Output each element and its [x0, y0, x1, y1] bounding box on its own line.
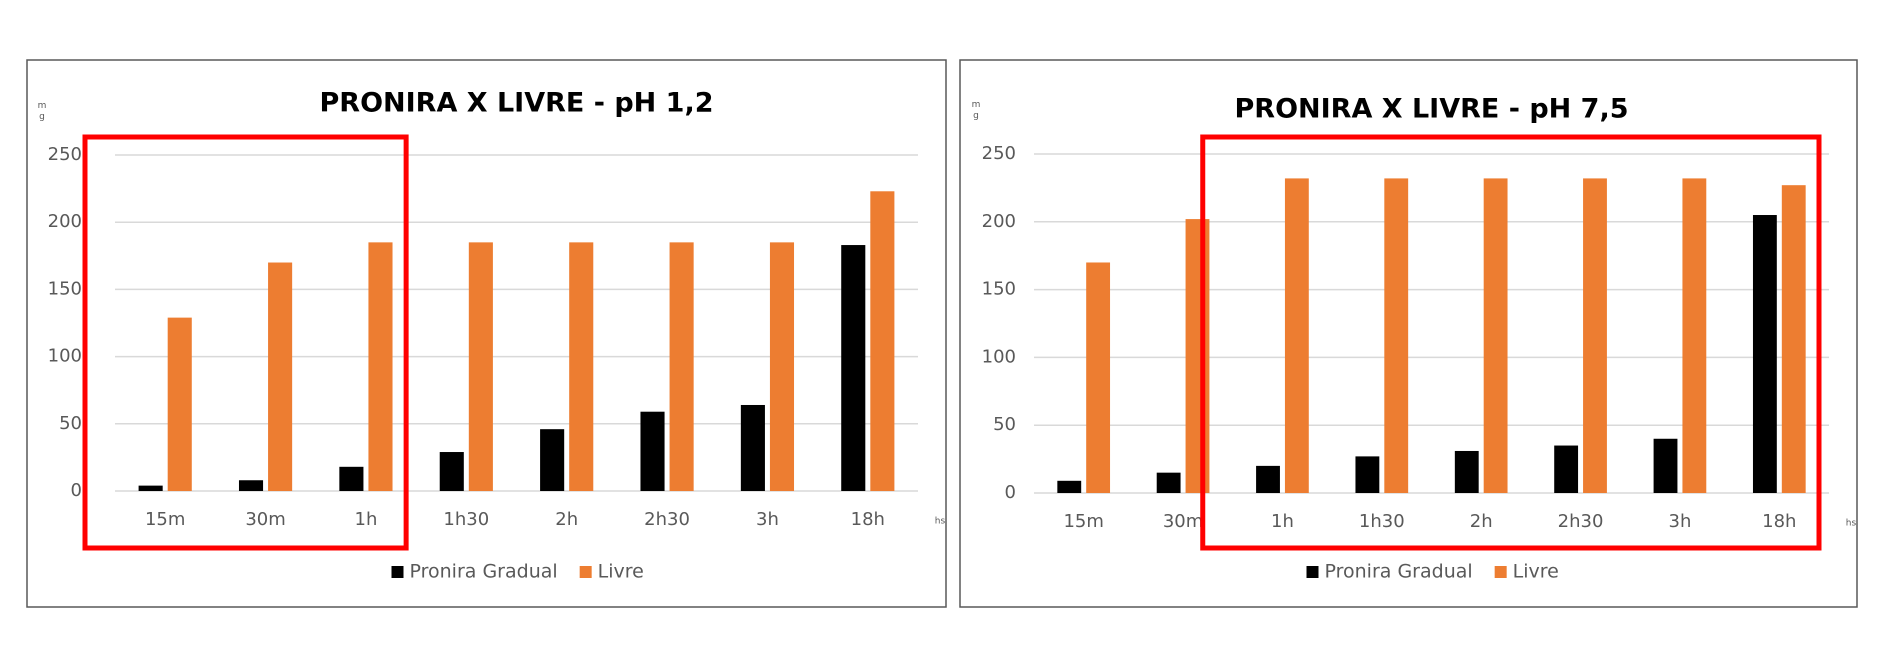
legend-label: Livre: [598, 561, 644, 583]
legend-swatch: [391, 566, 404, 578]
x-tick-label: 1h: [1271, 511, 1294, 532]
bar: [468, 242, 493, 491]
bar: [268, 262, 293, 491]
x-tick-label: 2h: [1470, 511, 1493, 532]
bar: [769, 242, 795, 491]
y-tick-label: 200: [48, 211, 82, 232]
x-tick-label: 18h: [1762, 511, 1796, 532]
y-tick-label: 50: [993, 414, 1016, 435]
x-tick-label: 30m: [1163, 511, 1203, 532]
bar: [870, 191, 895, 491]
bar: [1284, 178, 1309, 493]
bar: [1086, 262, 1111, 493]
x-tick-label: 30m: [245, 509, 285, 530]
legend-label: Pronira Gradual: [410, 561, 558, 583]
chart-title: PRONIRA X LIVRE - pH 1,2: [319, 88, 713, 119]
highlight-box: [1200, 134, 1822, 551]
bar: [1653, 438, 1678, 493]
bar: [1185, 219, 1210, 493]
bar: [339, 466, 364, 491]
x-tick-label: 2h30: [644, 509, 690, 530]
bar: [1682, 178, 1707, 493]
bar: [368, 242, 393, 491]
x-tick-label: 2h30: [1558, 511, 1604, 532]
y-tick-label: 150: [48, 278, 82, 299]
bar: [640, 411, 665, 491]
x-tick-label: 15m: [145, 509, 185, 530]
y-tick-label: 100: [982, 346, 1016, 367]
x-tick-label: 15m: [1063, 511, 1103, 532]
y-tick-label: 250: [48, 144, 82, 165]
x-tick-label: 2h: [555, 509, 578, 530]
bar: [740, 404, 765, 491]
bar: [1384, 178, 1409, 493]
bar: [669, 242, 694, 491]
bar: [1156, 472, 1181, 493]
bar: [1454, 450, 1479, 493]
x-tick-label: 3h: [1669, 511, 1692, 532]
legend-swatch: [579, 566, 592, 578]
bar: [439, 452, 464, 491]
y-tick-label: 50: [59, 413, 82, 434]
y-tick-label: 0: [1005, 482, 1016, 503]
y-tick-label: 250: [982, 143, 1016, 164]
bar: [1781, 185, 1806, 494]
bar: [1483, 178, 1508, 493]
y-tick-label: 150: [982, 279, 1016, 300]
bar: [1554, 445, 1579, 493]
y-tick-label: 200: [982, 211, 1016, 232]
y-tick-label: 100: [48, 346, 82, 367]
bar: [841, 245, 866, 491]
bar: [569, 242, 594, 491]
bar: [138, 485, 163, 491]
x-axis-label: hs: [935, 517, 946, 527]
bar: [1583, 178, 1607, 493]
x-tick-label: 1h30: [443, 509, 489, 530]
bar: [1752, 215, 1777, 493]
bar: [1256, 465, 1280, 493]
legend-swatch: [1494, 566, 1507, 578]
x-tick-label: 1h: [355, 509, 378, 530]
legend-swatch: [1306, 566, 1319, 578]
bar: [167, 317, 192, 491]
chart-title: PRONIRA X LIVRE - pH 7,5: [1234, 94, 1628, 125]
bar: [540, 429, 565, 491]
bar: [238, 480, 264, 491]
legend-label: Pronira Gradual: [1325, 561, 1473, 583]
x-tick-label: 18h: [851, 509, 885, 530]
x-axis-label: hs: [1846, 519, 1857, 529]
legend-label: Livre: [1513, 561, 1559, 583]
y-tick-label: 0: [71, 480, 82, 501]
x-tick-label: 1h30: [1359, 511, 1405, 532]
bar: [1057, 480, 1082, 493]
bar: [1355, 456, 1380, 493]
x-tick-label: 3h: [756, 509, 779, 530]
highlight-box: [82, 134, 409, 551]
